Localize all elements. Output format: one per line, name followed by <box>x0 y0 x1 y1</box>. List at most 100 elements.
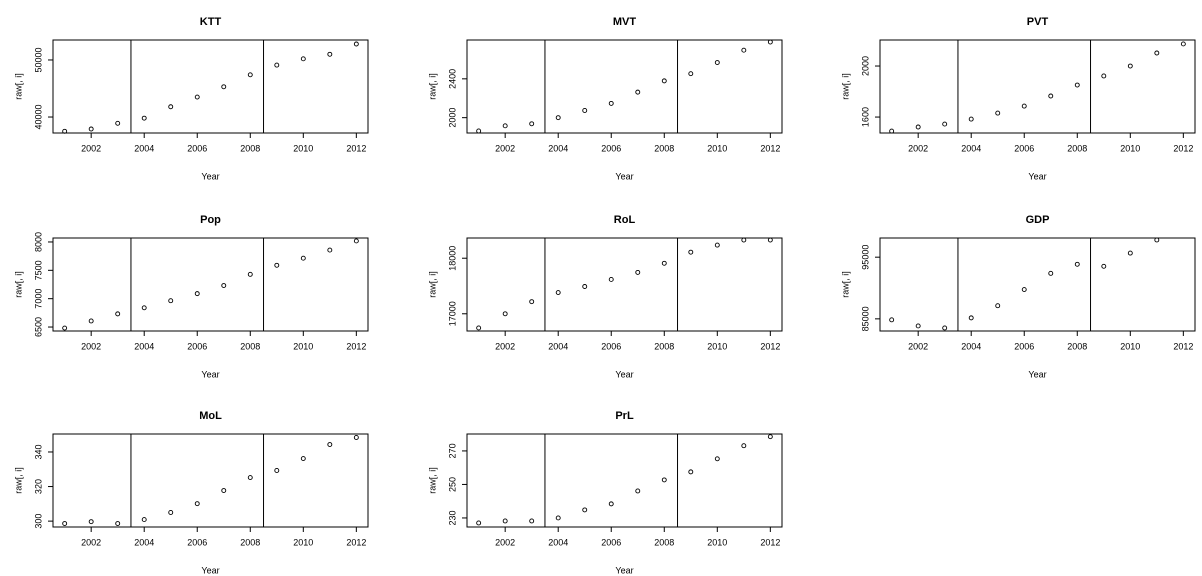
point <box>889 317 895 323</box>
point <box>1127 63 1133 69</box>
point <box>194 94 200 100</box>
point <box>608 276 614 282</box>
x-axis-label: Year <box>1028 171 1046 181</box>
point <box>168 104 174 110</box>
point <box>529 518 535 524</box>
point <box>995 303 1001 309</box>
chart-title: KTT <box>200 16 222 28</box>
y-axis-label: raw[, i] <box>13 467 23 494</box>
x-tick-label: 2002 <box>908 143 928 153</box>
x-tick-label: 2006 <box>187 143 207 153</box>
y-tick-label: 250 <box>447 477 457 492</box>
point <box>942 121 948 127</box>
y-axis-label: raw[, i] <box>840 271 850 298</box>
x-tick-label: 2008 <box>654 341 674 351</box>
chart-title: RoL <box>614 214 636 226</box>
point <box>168 298 174 304</box>
point <box>353 41 359 47</box>
x-tick-label: 2006 <box>1014 341 1034 351</box>
point <box>502 123 508 129</box>
x-tick-label: 2006 <box>187 537 207 547</box>
point <box>915 323 921 329</box>
point <box>141 305 147 311</box>
chart-title: Pop <box>200 214 221 226</box>
point <box>1180 41 1186 47</box>
x-tick-label: 2008 <box>240 537 260 547</box>
chart-title: MVT <box>613 16 637 28</box>
point <box>62 325 68 331</box>
point <box>661 477 667 483</box>
point <box>635 488 641 494</box>
x-tick-label: 2012 <box>760 537 780 547</box>
plot-frame <box>466 433 783 528</box>
point <box>635 269 641 275</box>
x-tick-label: 2008 <box>1067 143 1087 153</box>
point <box>1048 270 1054 276</box>
point <box>247 475 253 481</box>
plot-frame <box>466 237 783 332</box>
x-tick-label: 2004 <box>134 537 154 547</box>
point <box>300 456 306 461</box>
y-tick-label: 50000 <box>33 47 43 72</box>
point <box>1021 287 1027 293</box>
point <box>476 128 482 134</box>
point <box>741 237 747 243</box>
point <box>1101 263 1107 269</box>
point <box>247 72 253 78</box>
point <box>221 84 227 90</box>
y-tick-label: 95000 <box>860 245 870 270</box>
y-tick-label: 2000 <box>447 108 457 128</box>
point <box>88 126 94 132</box>
x-tick-label: 2010 <box>293 537 313 547</box>
point <box>327 442 333 447</box>
y-tick-label: 40000 <box>33 105 43 130</box>
point <box>529 121 535 127</box>
x-tick-label: 2010 <box>1120 143 1140 153</box>
chart-title: MoL <box>199 410 222 422</box>
point <box>274 468 280 473</box>
x-tick-label: 2008 <box>240 341 260 351</box>
y-tick-label: 320 <box>33 479 43 494</box>
x-tick-label: 2008 <box>240 143 260 153</box>
point <box>115 521 121 526</box>
y-tick-label: 18000 <box>447 246 457 271</box>
point <box>1127 250 1133 256</box>
point <box>889 128 895 134</box>
point <box>741 47 747 53</box>
plot-frame <box>879 39 1196 134</box>
y-tick-label: 6500 <box>33 317 43 337</box>
point <box>555 515 561 521</box>
point <box>688 249 694 255</box>
point <box>582 284 588 289</box>
point <box>661 78 667 84</box>
x-tick-label: 2004 <box>548 143 568 153</box>
x-tick-label: 2010 <box>293 341 313 351</box>
point <box>300 255 306 261</box>
x-tick-label: 2004 <box>961 143 981 153</box>
plot-frame <box>879 237 1196 332</box>
point <box>714 60 720 65</box>
point <box>221 283 227 288</box>
x-tick-label: 2002 <box>81 143 101 153</box>
y-axis-label: raw[, i] <box>427 467 437 494</box>
y-axis-label: raw[, i] <box>13 73 23 100</box>
point <box>582 108 588 113</box>
x-tick-label: 2004 <box>134 341 154 351</box>
x-tick-label: 2008 <box>654 143 674 153</box>
point <box>353 238 359 244</box>
point <box>714 456 720 462</box>
y-tick-label: 7000 <box>33 289 43 309</box>
x-tick-label: 2002 <box>495 537 515 547</box>
point <box>194 501 200 507</box>
point <box>1154 50 1160 56</box>
point <box>115 120 121 126</box>
point <box>221 488 227 493</box>
point <box>62 128 68 134</box>
x-tick-label: 2002 <box>81 341 101 351</box>
point <box>767 434 773 440</box>
point <box>741 443 747 449</box>
point <box>1101 73 1107 79</box>
point <box>168 510 174 515</box>
x-tick-label: 2012 <box>346 341 366 351</box>
x-axis-label: Year <box>201 369 219 379</box>
